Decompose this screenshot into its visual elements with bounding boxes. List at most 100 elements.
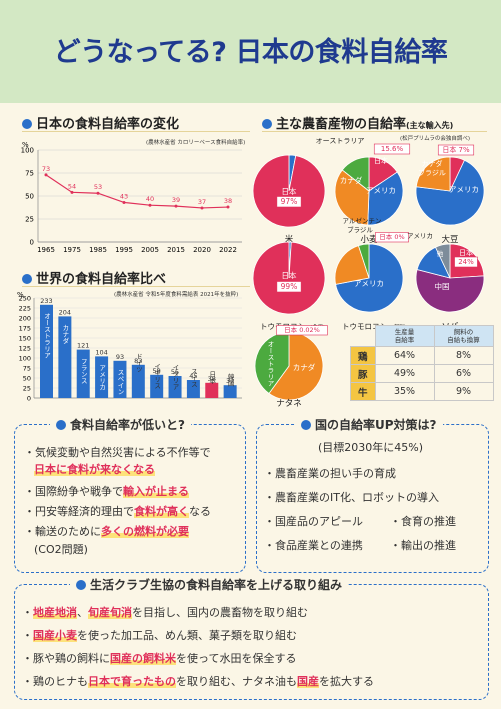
- data-point: [44, 173, 48, 177]
- goal-note: (目標2030年に45%): [318, 441, 424, 454]
- category-label: イタリア: [171, 364, 179, 390]
- source-note: (松戸プリムラの会独自調べ): [400, 136, 471, 142]
- bar: [150, 374, 164, 398]
- data-point: [70, 190, 74, 194]
- data-point: [174, 204, 178, 208]
- pie-slice: [252, 241, 326, 315]
- category-label: スペイン: [116, 369, 124, 395]
- pie-label: 日本: [459, 248, 473, 257]
- pie-label: 97%: [281, 197, 298, 206]
- data-point: [226, 205, 230, 209]
- pie-label: オーストラリア: [266, 341, 274, 387]
- x-tick-label: 2015: [167, 246, 185, 254]
- bar: [168, 376, 182, 398]
- x-tick-label: 1985: [89, 246, 107, 254]
- pie-label: 日本 0.02%: [284, 325, 320, 334]
- box-line: ・地産地消、旬産旬消を目指し、国内の農畜物を取り組む: [22, 606, 308, 619]
- box-line: ・気候変動や自然災害による不作等で: [24, 446, 211, 459]
- pie-label: アメリカ: [407, 232, 433, 240]
- pie-label: アルゼンチン: [343, 216, 382, 225]
- section-title-crops: 主な農畜産物の自給率(主な輸入先): [262, 113, 453, 132]
- category-label: アメリカ: [98, 364, 106, 391]
- data-label: 55: [171, 368, 179, 376]
- category-label: スイス: [189, 368, 197, 388]
- y-tick-label: 75: [25, 170, 34, 178]
- box-title: 食料自給率が低いと?: [50, 416, 191, 433]
- pie-slice: [252, 154, 326, 228]
- y-axis-unit: %: [17, 292, 24, 299]
- label-box: [276, 325, 328, 336]
- data-label: 53: [94, 183, 102, 191]
- pie-label: 日本: [374, 156, 388, 165]
- data-point: [96, 191, 100, 195]
- label-box: [454, 256, 478, 268]
- bar: [95, 356, 109, 398]
- data-label: 73: [42, 165, 50, 173]
- pie-label: ブラジル: [347, 225, 373, 234]
- pie-title: トウモロコシ: [342, 322, 387, 331]
- data-point: [200, 206, 204, 210]
- row-label: 豚: [350, 364, 376, 383]
- data-point: [122, 200, 126, 204]
- y-tick-label: 50: [23, 375, 31, 383]
- pie-label: ブラジル: [418, 168, 446, 177]
- category-label: 日本: [208, 371, 216, 386]
- box-line: (CO2問題): [34, 543, 88, 556]
- pie-label: 99%: [281, 282, 298, 291]
- series-line: [45, 174, 229, 209]
- table-cell: 64%: [374, 346, 435, 365]
- pie-label: オーストラリア: [316, 138, 365, 145]
- label-box: [276, 196, 302, 208]
- y-tick-label: 200: [19, 315, 31, 323]
- data-label: 104: [95, 348, 107, 356]
- table-cell: 9%: [433, 382, 494, 401]
- box-line: ・輸出の推進: [390, 539, 456, 552]
- pie-slice: [334, 245, 370, 285]
- data-label: 58: [153, 367, 161, 375]
- header-band: [0, 0, 501, 103]
- box-line: ・国産品のアピール: [264, 515, 363, 528]
- pie-label: カナダ: [340, 175, 363, 185]
- box-title: 国の自給率UP対策は?: [295, 416, 443, 433]
- box-line: ・国際紛争や戦争で輸入が止まる: [24, 485, 189, 498]
- box-line: ・食育の推進: [390, 515, 456, 528]
- data-label: 45: [189, 372, 197, 380]
- bar: [40, 304, 53, 398]
- bullet-dot-icon: [262, 119, 272, 129]
- data-point: [148, 203, 152, 207]
- bar-chart: % 0 25 50 75 100 125 150 175 200 225 250 233 オーストラリア 2…: [17, 292, 242, 403]
- data-label: 83: [134, 357, 142, 365]
- x-tick-label: 1965: [37, 246, 55, 254]
- data-label: 233: [40, 297, 52, 305]
- livestock-table: 生産量 自給率 飼料の 自給も換算 鶏 64% 8% 豚 49% 6% 牛 35% 9%: [350, 325, 494, 401]
- x-tick-label: 1995: [115, 246, 133, 254]
- bar: [205, 382, 219, 398]
- pie-slice: [367, 171, 404, 226]
- section-underline: [22, 131, 250, 132]
- section-underline: [262, 131, 487, 132]
- category-label: イギリス: [153, 363, 161, 389]
- category-label: 韓国: [226, 372, 234, 388]
- category-label: ドイツ: [134, 353, 142, 373]
- label-box: [375, 232, 409, 243]
- box-line: ・輸送のために多くの燃料が必要: [24, 525, 189, 538]
- bullet-dot-icon: [301, 420, 311, 430]
- y-tick-label: 75: [23, 365, 31, 373]
- pie-slice: [415, 156, 451, 192]
- y-tick-label: 50: [25, 193, 34, 201]
- bullet-dot-icon: [56, 420, 66, 430]
- bullet-dot-icon: [22, 119, 32, 129]
- label-box: [373, 143, 411, 155]
- data-label: 37: [198, 198, 206, 206]
- pie-label: アメリカ: [354, 279, 384, 288]
- y-tick-label: 150: [19, 335, 31, 343]
- pie-label: アメリカ: [449, 185, 479, 194]
- line-chart: % 0 25 50 75 100 73 1965 54 1975 53 1985 43 1995 40 200…: [21, 141, 242, 254]
- pie-slice: [357, 243, 370, 279]
- data-label: 38: [208, 375, 216, 383]
- box-line: 日本に食料が来なくなる: [34, 463, 155, 476]
- pie-label: 他: [437, 249, 444, 258]
- y-tick-label: 0: [27, 395, 31, 403]
- bar: [131, 364, 145, 398]
